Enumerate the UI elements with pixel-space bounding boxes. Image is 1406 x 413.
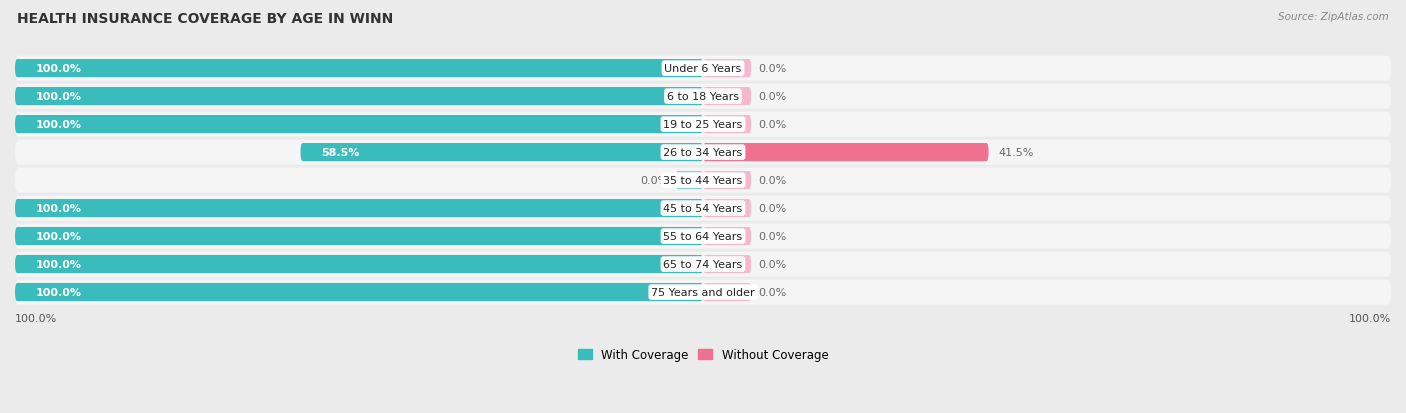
Text: 19 to 25 Years: 19 to 25 Years <box>664 120 742 130</box>
FancyBboxPatch shape <box>15 60 703 78</box>
Text: HEALTH INSURANCE COVERAGE BY AGE IN WINN: HEALTH INSURANCE COVERAGE BY AGE IN WINN <box>17 12 394 26</box>
Text: 0.0%: 0.0% <box>758 204 786 214</box>
FancyBboxPatch shape <box>15 199 703 218</box>
Text: 0.0%: 0.0% <box>758 259 786 269</box>
Text: 100.0%: 100.0% <box>35 287 82 297</box>
Text: 100.0%: 100.0% <box>35 204 82 214</box>
Legend: With Coverage, Without Coverage: With Coverage, Without Coverage <box>572 343 834 366</box>
FancyBboxPatch shape <box>301 144 703 162</box>
Text: 0.0%: 0.0% <box>758 64 786 74</box>
FancyBboxPatch shape <box>15 84 1391 109</box>
FancyBboxPatch shape <box>703 283 751 301</box>
Text: 0.0%: 0.0% <box>758 92 786 102</box>
Text: 41.5%: 41.5% <box>998 148 1035 158</box>
Text: 45 to 54 Years: 45 to 54 Years <box>664 204 742 214</box>
FancyBboxPatch shape <box>15 112 1391 137</box>
FancyBboxPatch shape <box>703 88 751 106</box>
FancyBboxPatch shape <box>703 60 751 78</box>
FancyBboxPatch shape <box>15 116 703 134</box>
Text: 35 to 44 Years: 35 to 44 Years <box>664 176 742 186</box>
FancyBboxPatch shape <box>15 283 703 301</box>
FancyBboxPatch shape <box>15 255 703 273</box>
Text: Source: ZipAtlas.com: Source: ZipAtlas.com <box>1278 12 1389 22</box>
FancyBboxPatch shape <box>703 144 988 162</box>
FancyBboxPatch shape <box>15 252 1391 277</box>
Text: 0.0%: 0.0% <box>758 232 786 242</box>
FancyBboxPatch shape <box>15 196 1391 221</box>
Text: 100.0%: 100.0% <box>1348 313 1391 323</box>
FancyBboxPatch shape <box>15 168 1391 193</box>
Text: 0.0%: 0.0% <box>758 287 786 297</box>
Text: 0.0%: 0.0% <box>758 120 786 130</box>
FancyBboxPatch shape <box>703 228 751 246</box>
FancyBboxPatch shape <box>15 88 703 106</box>
FancyBboxPatch shape <box>703 199 751 218</box>
FancyBboxPatch shape <box>703 255 751 273</box>
FancyBboxPatch shape <box>15 228 703 246</box>
Text: 6 to 18 Years: 6 to 18 Years <box>666 92 740 102</box>
FancyBboxPatch shape <box>15 280 1391 305</box>
Text: 75 Years and older: 75 Years and older <box>651 287 755 297</box>
Text: 100.0%: 100.0% <box>15 313 58 323</box>
Text: 100.0%: 100.0% <box>35 92 82 102</box>
Text: 100.0%: 100.0% <box>35 259 82 269</box>
FancyBboxPatch shape <box>675 171 703 190</box>
Text: Under 6 Years: Under 6 Years <box>665 64 741 74</box>
Text: 26 to 34 Years: 26 to 34 Years <box>664 148 742 158</box>
Text: 55 to 64 Years: 55 to 64 Years <box>664 232 742 242</box>
FancyBboxPatch shape <box>703 116 751 134</box>
Text: 100.0%: 100.0% <box>35 64 82 74</box>
FancyBboxPatch shape <box>15 140 1391 165</box>
Text: 0.0%: 0.0% <box>640 176 669 186</box>
Text: 0.0%: 0.0% <box>758 176 786 186</box>
Text: 58.5%: 58.5% <box>321 148 360 158</box>
Text: 65 to 74 Years: 65 to 74 Years <box>664 259 742 269</box>
FancyBboxPatch shape <box>15 224 1391 249</box>
FancyBboxPatch shape <box>703 171 751 190</box>
FancyBboxPatch shape <box>15 57 1391 81</box>
Text: 100.0%: 100.0% <box>35 120 82 130</box>
Text: 100.0%: 100.0% <box>35 232 82 242</box>
